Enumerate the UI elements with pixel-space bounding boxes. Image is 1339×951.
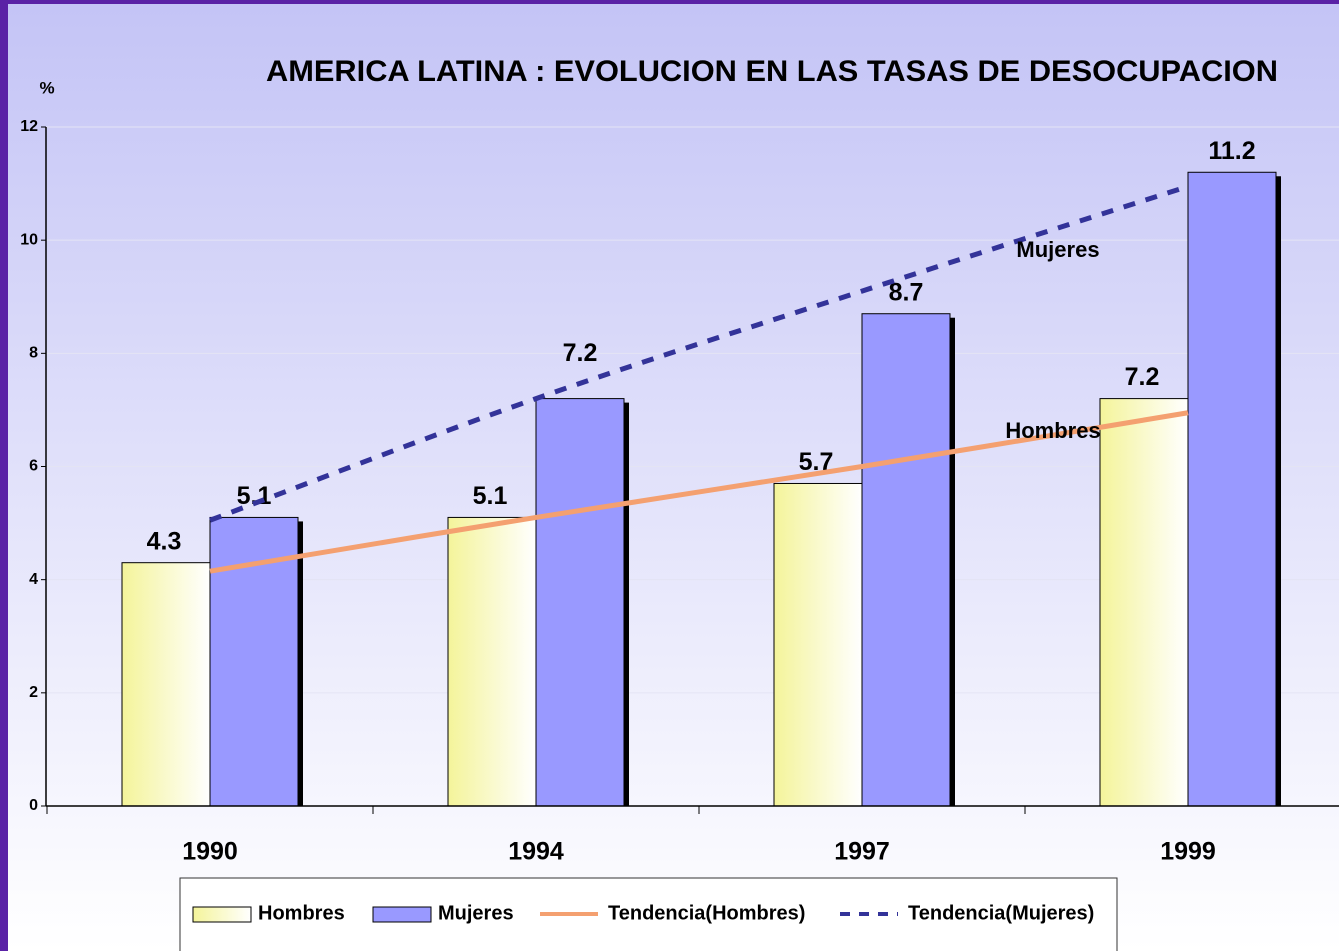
legend-label: Tendencia(Hombres) — [608, 902, 805, 924]
y-tick-label: 10 — [20, 231, 38, 248]
legend-label: Tendencia(Mujeres) — [908, 902, 1094, 924]
y-axis-label: % — [39, 78, 54, 97]
data-label: 4.3 — [147, 527, 182, 555]
y-tick-label: 8 — [29, 345, 38, 362]
data-label: 11.2 — [1208, 137, 1255, 165]
legend: Hombres Mujeres Tendencia(Hombres) Tendenci… — [192, 902, 1094, 924]
y-tick-label: 0 — [29, 797, 38, 814]
x-tick-label: 1997 — [834, 838, 890, 866]
chart-title: AMERICA LATINA : EVOLUCION EN LAS TASAS … — [266, 55, 1278, 88]
y-tick-label: 2 — [29, 684, 38, 701]
x-tick-label: 1999 — [1160, 838, 1216, 866]
trend-line — [209, 410, 1189, 574]
annotation: Mujeres — [1016, 237, 1099, 262]
trend-line — [209, 184, 1189, 523]
bar — [773, 482, 863, 807]
data-label: 7.2 — [1125, 363, 1160, 391]
legend-label: Mujeres — [438, 902, 514, 924]
bar — [1187, 171, 1277, 807]
x-tick-label: 1990 — [182, 838, 238, 866]
y-tick-label: 6 — [29, 458, 38, 475]
data-label: 5.1 — [473, 482, 508, 510]
bar — [861, 313, 951, 807]
y-tick-label: 4 — [29, 571, 38, 588]
legend-label: Hombres — [258, 902, 345, 924]
legend-box — [179, 877, 1118, 951]
x-tick-label: 1994 — [508, 838, 564, 866]
y-tick-label: 12 — [20, 118, 38, 135]
bar — [447, 516, 537, 807]
legend-swatch — [192, 906, 252, 923]
bar — [121, 562, 211, 807]
bar — [535, 398, 625, 807]
legend-swatch — [372, 906, 432, 923]
data-label: 7.2 — [563, 339, 598, 367]
annotation: Hombres — [1005, 418, 1100, 443]
bar — [1099, 398, 1189, 807]
